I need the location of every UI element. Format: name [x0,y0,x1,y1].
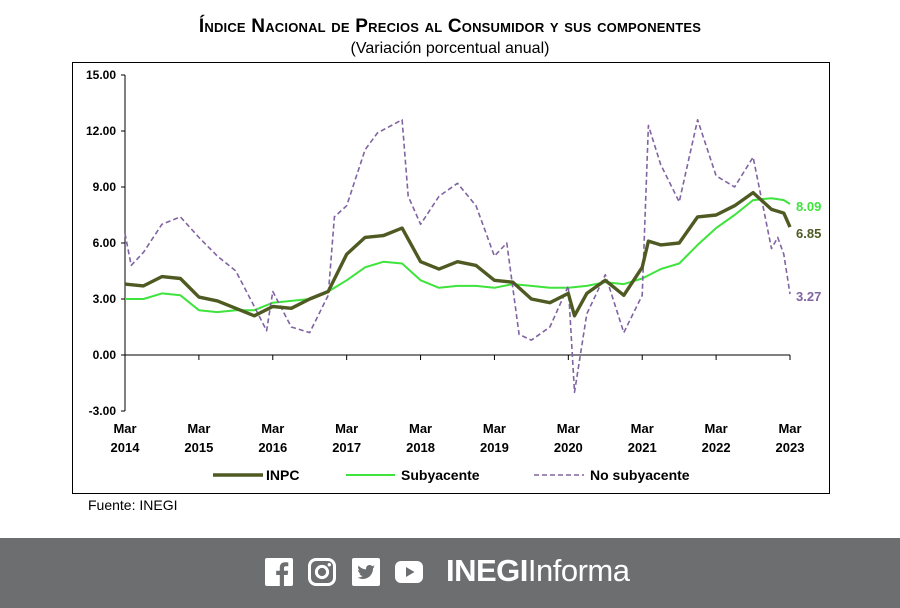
x-tick-month: Mar [187,421,210,436]
brand-bold: INEGI [446,553,528,588]
y-tick-label: 12.00 [86,124,116,138]
facebook-icon[interactable] [264,557,294,587]
end-label-subyacente: 8.09 [796,199,821,214]
series-line-inpc [124,190,792,318]
x-tick-month: Mar [778,421,801,436]
x-tick-month: Mar [557,421,580,436]
series-line-subyacente [125,197,791,314]
x-tick-year: 2022 [702,440,731,455]
source-note: Fuente: INEGI [88,497,178,513]
line-chart: 15.00 12.00 9.00 6.00 3.00 0.00 -3.00 Mar 2014 Ma… [86,68,821,483]
end-label-no-subyacente: 3.27 [796,289,821,304]
y-tick-label: 6.00 [93,236,117,250]
x-tick-year: 2021 [628,440,657,455]
y-tick-label: 0.00 [93,348,117,362]
x-tick-year: 2018 [406,440,435,455]
footer-bar: INEGIInforma [0,538,900,608]
x-tick-year: 2016 [258,440,287,455]
legend-label-subyacente: Subyacente [401,467,480,483]
chart-title: Índice Nacional de Precios al Consumidor… [198,16,702,37]
legend-label-no-subyacente: No subyacente [590,467,690,483]
x-tick-year: 2023 [776,440,805,455]
series-line-no-subyacente [124,119,791,394]
end-label-inpc: 6.85 [796,226,821,241]
x-tick-year: 2019 [480,440,509,455]
brand-light: Informa [527,553,630,588]
chart-subtitle: (Variación porcentual anual) [350,40,550,57]
y-tick-label: 3.00 [93,292,117,306]
y-tick-label: -3.00 [89,404,117,418]
y-tick-label: 15.00 [86,68,116,82]
inegi-informa-logo: INEGIInforma [446,553,630,589]
y-tick-label: 9.00 [93,180,117,194]
x-tick-month: Mar [335,421,358,436]
x-tick-month: Mar [483,421,506,436]
twitter-icon[interactable] [351,557,381,587]
legend-label-inpc: INPC [266,467,299,483]
x-tick-month: Mar [631,421,654,436]
x-tick-month: Mar [409,421,432,436]
x-tick-year: 2015 [184,440,213,455]
x-tick-month: Mar [705,421,728,436]
chart-frame [72,62,830,494]
youtube-icon[interactable] [394,557,424,587]
x-tick-month: Mar [261,421,284,436]
x-tick-year: 2017 [332,440,361,455]
instagram-icon[interactable] [307,557,337,587]
x-tick-year: 2020 [554,440,583,455]
x-tick-month: Mar [113,421,136,436]
x-tick-year: 2014 [111,440,141,455]
